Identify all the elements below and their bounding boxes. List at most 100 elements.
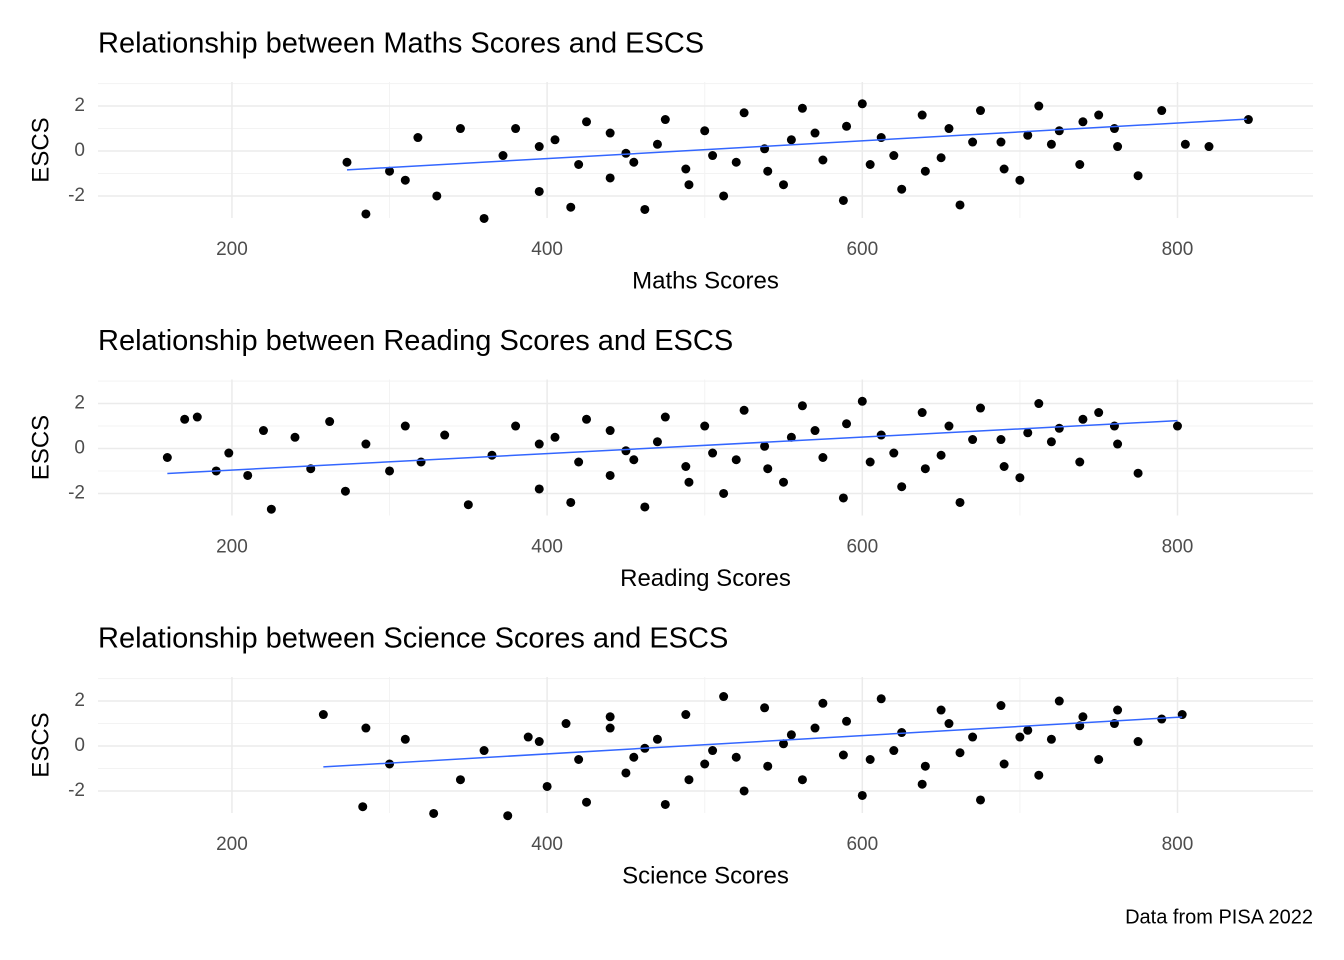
- point: [1113, 705, 1123, 715]
- point: [574, 457, 584, 467]
- point: [1113, 142, 1123, 152]
- trend-line: [346, 118, 1247, 171]
- point: [534, 142, 544, 152]
- point: [652, 734, 662, 744]
- point: [511, 124, 521, 134]
- point: [561, 719, 571, 729]
- point: [629, 157, 639, 167]
- y-axis-label: ESCS: [27, 712, 54, 777]
- point: [944, 421, 954, 431]
- point: [629, 752, 639, 762]
- point: [684, 477, 694, 487]
- point: [889, 746, 899, 756]
- point: [700, 126, 710, 136]
- caption: Data from PISA 2022: [1125, 906, 1313, 928]
- point: [1133, 171, 1143, 181]
- point: [1015, 473, 1025, 483]
- point: [511, 421, 521, 431]
- point: [999, 164, 1009, 174]
- y-tick-label: 0: [74, 438, 85, 459]
- point: [550, 135, 560, 145]
- point: [629, 455, 639, 465]
- y-tick-label: -2: [68, 780, 85, 801]
- point: [660, 799, 670, 809]
- point: [865, 457, 875, 467]
- point: [731, 157, 741, 167]
- point: [192, 412, 202, 422]
- point: [779, 477, 789, 487]
- point: [342, 157, 352, 167]
- point: [550, 432, 560, 442]
- point: [162, 453, 172, 463]
- point: [455, 775, 465, 785]
- point: [779, 180, 789, 190]
- point: [818, 155, 828, 165]
- y-tick-label: 0: [74, 140, 85, 161]
- point: [876, 430, 886, 440]
- point: [968, 435, 978, 445]
- point: [640, 502, 650, 512]
- point: [968, 137, 978, 147]
- point: [1078, 712, 1088, 722]
- point: [258, 426, 268, 436]
- point: [1094, 754, 1104, 764]
- point: [763, 464, 773, 474]
- point: [955, 497, 965, 507]
- point: [838, 493, 848, 503]
- point: [708, 746, 718, 756]
- point: [400, 175, 410, 185]
- point: [1078, 414, 1088, 424]
- point: [719, 191, 729, 201]
- point: [1204, 142, 1214, 152]
- point: [534, 439, 544, 449]
- point: [542, 781, 552, 791]
- point: [763, 166, 773, 176]
- point: [1023, 130, 1033, 140]
- point: [975, 403, 985, 413]
- x-tick-label: 800: [1162, 239, 1194, 260]
- point: [534, 186, 544, 196]
- x-tick-label: 400: [531, 239, 563, 260]
- point: [385, 759, 395, 769]
- point: [975, 795, 985, 805]
- x-tick-label: 800: [1162, 537, 1194, 558]
- point: [996, 701, 1006, 711]
- point: [605, 470, 615, 480]
- point: [413, 133, 423, 143]
- x-tick-label: 400: [531, 537, 563, 558]
- y-tick-label: 2: [74, 95, 85, 116]
- point: [1243, 115, 1253, 125]
- point: [731, 752, 741, 762]
- point: [1034, 770, 1044, 780]
- point: [621, 446, 631, 456]
- x-tick-label: 600: [846, 834, 878, 855]
- point: [1094, 110, 1104, 120]
- point: [917, 408, 927, 418]
- point: [684, 775, 694, 785]
- point: [917, 779, 927, 789]
- point: [876, 133, 886, 143]
- point: [1046, 734, 1056, 744]
- point: [731, 455, 741, 465]
- point: [999, 461, 1009, 471]
- point: [1180, 139, 1190, 149]
- point: [652, 139, 662, 149]
- point: [818, 453, 828, 463]
- point: [290, 432, 300, 442]
- point: [779, 739, 789, 749]
- point: [920, 761, 930, 771]
- point: [1015, 732, 1025, 742]
- x-axis-label: Reading Scores: [620, 565, 791, 592]
- point: [1133, 737, 1143, 747]
- point: [684, 180, 694, 190]
- y-axis-label: ESCS: [27, 117, 54, 182]
- point: [566, 497, 576, 507]
- point: [739, 405, 749, 415]
- point: [1157, 106, 1167, 116]
- point: [810, 128, 820, 138]
- point: [660, 115, 670, 125]
- point: [1109, 421, 1119, 431]
- x-tick-label: 200: [216, 834, 248, 855]
- point: [936, 705, 946, 715]
